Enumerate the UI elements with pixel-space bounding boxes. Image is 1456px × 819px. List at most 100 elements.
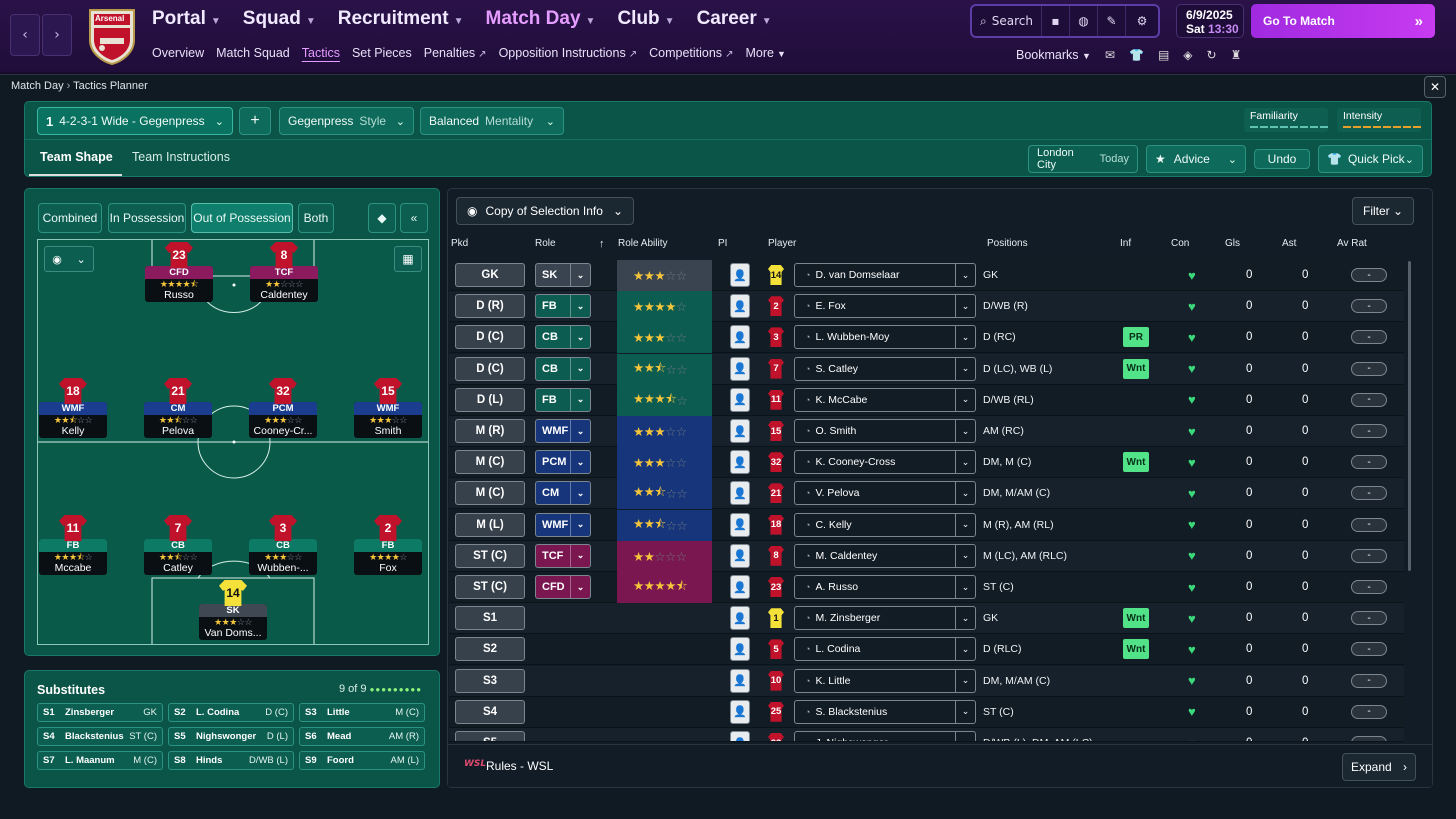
pkd-slot[interactable]: D (R) (455, 294, 525, 319)
col-role-ability[interactable]: Role Ability (618, 238, 668, 249)
player-instructions-icon[interactable]: 👤 (730, 325, 750, 350)
view-combined-button[interactable]: Combined (38, 203, 102, 233)
nav-career[interactable]: Career ▼ (696, 8, 772, 29)
subnav-match-squad[interactable]: Match Squad (216, 46, 290, 60)
player-instructions-icon[interactable]: 👤 (730, 263, 750, 287)
substitute-s6[interactable]: S6 Mead AM (R) (299, 727, 425, 746)
tab-team-instructions[interactable]: Team Instructions (132, 150, 230, 164)
pkd-slot[interactable]: S2 (455, 637, 525, 662)
player-instructions-icon[interactable]: 👤 (730, 699, 750, 724)
table-row[interactable]: S5 👤 33 ◔J. Nighswonger⌄ D/WB (L), DM, AM (L… (449, 728, 1404, 742)
copy-selection-dropdown[interactable]: ◉ Copy of Selection Info ⌄ (456, 197, 634, 225)
role-dropdown[interactable]: FB ⌄ (535, 387, 591, 412)
col-role[interactable]: Role (535, 238, 556, 249)
player-instructions-icon[interactable]: 👤 (730, 512, 750, 537)
player-dropdown[interactable]: ◔ E. Fox ⌄ (794, 294, 976, 319)
search-button[interactable]: ⌕ Search (972, 6, 1042, 36)
notebook-icon[interactable]: ▪ (1042, 6, 1070, 36)
subnav-tactics[interactable]: Tactics (301, 46, 340, 60)
visibility-toggle[interactable]: ◉ ⌄ (44, 246, 94, 272)
player-instructions-icon[interactable]: 👤 (730, 606, 750, 631)
style-dropdown[interactable]: Gegenpress Style ⌄ (279, 107, 414, 135)
table-row[interactable]: S3 👤 10 ◔ K. Little ⌄ DM, M/AM (C) ♥ 0 0 - (449, 665, 1404, 697)
table-row[interactable]: D (L) FB ⌄ ★★★⯪ ☆ 👤 11 ◔ K. McCabe ⌄ D/WB (RL) ♥ 0 0 - (449, 384, 1404, 416)
player-instructions-icon[interactable]: 👤 (730, 575, 750, 599)
player-dropdown[interactable]: ◔ L. Codina ⌄ (794, 637, 976, 662)
pitch-player-11[interactable]: 11 FB ★★★⯪☆ Mccabe (38, 515, 108, 575)
quick-pick-button[interactable]: 👕 Quick Pick ⌄ (1318, 145, 1423, 173)
player-dropdown[interactable]: ◔ O. Smith ⌄ (794, 419, 976, 443)
player-dropdown[interactable]: ◔ M. Caldentey ⌄ (794, 543, 976, 568)
pkd-slot[interactable]: S4 (455, 699, 525, 724)
player-instructions-icon[interactable]: 👤 (730, 731, 750, 741)
role-dropdown[interactable]: TCF ⌄ (535, 543, 591, 568)
add-tactic-button[interactable]: + (239, 107, 271, 135)
table-row[interactable]: M (C) PCM ⌄ ★★★ ☆☆ 👤 32 ◔ K. Cooney-Cross ⌄ DM, M … (449, 447, 1404, 479)
pkd-slot[interactable]: D (L) (455, 387, 525, 412)
col-positions[interactable]: Positions (987, 238, 1028, 249)
player-dropdown[interactable]: ◔ S. Blackstenius ⌄ (794, 699, 976, 724)
player-dropdown[interactable]: ◔ K. McCabe ⌄ (794, 387, 976, 412)
date-box[interactable]: 6/9/2025 Sat 13:30 (1176, 4, 1244, 38)
globe-icon[interactable]: ◍ (1070, 6, 1098, 36)
table-row[interactable]: D (C) CB ⌄ ★★★ ☆☆ 👤 3 ◔ L. Wubben-Moy ⌄ D (RC) PR ♥ 0… (449, 322, 1404, 354)
nav-club[interactable]: Club ▼ (617, 8, 675, 29)
subnav-set-pieces[interactable]: Set Pieces (351, 46, 412, 60)
diamond-icon[interactable]: ◆ (368, 203, 396, 233)
subnav-opposition-instructions[interactable]: Opposition Instructions ↗ (498, 46, 638, 60)
col-inf[interactable]: Inf (1120, 238, 1132, 249)
pkd-slot[interactable]: D (C) (455, 325, 525, 350)
pkd-slot[interactable]: M (C) (455, 481, 525, 506)
pkd-slot[interactable]: M (L) (455, 512, 525, 537)
table-row[interactable]: M (C) CM ⌄ ★★⯪ ☆☆ 👤 21 ◔ V. Pelova ⌄ DM, M/AM (C) ♥… (449, 478, 1404, 510)
scout-icon[interactable]: ◈ (1183, 48, 1193, 62)
player-dropdown[interactable]: ◔ C. Kelly ⌄ (794, 512, 976, 537)
double-chevron-left-icon[interactable]: « (400, 203, 428, 233)
player-dropdown[interactable]: ◔J. Nighswonger⌄ (794, 731, 976, 741)
player-dropdown[interactable]: ◔ K. Little ⌄ (794, 668, 976, 693)
col-ast[interactable]: Ast (1282, 238, 1297, 249)
player-dropdown[interactable]: ◔ L. Wubben-Moy ⌄ (794, 325, 976, 350)
player-dropdown[interactable]: ◔ M. Zinsberger ⌄ (794, 606, 976, 631)
pitch-player-23[interactable]: 23 CFD ★★★★⯪ Russo (144, 242, 214, 302)
substitute-s7[interactable]: S7 L. Maanum M (C) (37, 751, 163, 770)
subnav-competitions[interactable]: Competitions ↗ (649, 46, 734, 60)
familiarity-meter[interactable]: Familiarity (1244, 108, 1328, 132)
back-button[interactable]: ‹ (10, 14, 40, 56)
player-instructions-icon[interactable]: 👤 (730, 419, 750, 443)
player-instructions-icon[interactable]: 👤 (730, 668, 750, 693)
pkd-slot[interactable]: M (C) (455, 450, 525, 475)
player-instructions-icon[interactable]: 👤 (730, 294, 750, 319)
subnav-overview[interactable]: Overview (152, 46, 205, 60)
subnav-penalties[interactable]: Penalties ↗ (423, 46, 487, 60)
col-player[interactable]: Player (768, 238, 797, 249)
substitute-s4[interactable]: S4 Blackstenius ST (C) (37, 727, 163, 746)
forward-button[interactable]: › (42, 14, 72, 56)
player-instructions-icon[interactable]: 👤 (730, 450, 750, 475)
gear-icon[interactable]: ⚙ (1136, 14, 1148, 28)
nav-squad[interactable]: Squad ▼ (242, 8, 316, 29)
nav-match-day[interactable]: Match Day ▼ (485, 8, 596, 29)
role-dropdown[interactable]: WMF ⌄ (535, 512, 591, 537)
col-av-rat[interactable]: Av Rat (1337, 238, 1367, 249)
pkd-slot[interactable]: D (C) (455, 356, 525, 381)
pitch-player-14[interactable]: 14 SK ★★★☆☆ Van Doms... (198, 580, 268, 640)
table-row[interactable]: ST (C) CFD ⌄ ★★★★⯪ 👤 23 ◔ A. Russo ⌄ ST (C) ♥ 0 0 - (449, 572, 1404, 603)
pkd-slot[interactable]: ST (C) (455, 575, 525, 599)
role-dropdown[interactable]: WMF ⌄ (535, 419, 591, 443)
grid-icon[interactable]: ▦ (394, 246, 422, 272)
player-dropdown[interactable]: ◔ D. van Domselaar ⌄ (794, 263, 976, 287)
table-row[interactable]: M (L) WMF ⌄ ★★⯪ ☆☆ 👤 18 ◔ C. Kelly ⌄ M (R), AM (RL… (449, 509, 1404, 541)
table-row[interactable]: ST (C) TCF ⌄ ★★ ☆☆☆ 👤 8 ◔ M. Caldentey ⌄ M (LC), A… (449, 540, 1404, 572)
intensity-meter[interactable]: Intensity (1337, 108, 1421, 132)
col-gls[interactable]: Gls (1225, 238, 1240, 249)
pitch-player-32[interactable]: 32 PCM ★★★☆☆ Cooney-Cr... (248, 378, 318, 438)
subnav-more[interactable]: More ▼ (745, 46, 786, 60)
substitute-s5[interactable]: S5 Nighswonger D (L) (168, 727, 294, 746)
table-row[interactable]: M (R) WMF ⌄ ★★★ ☆☆ 👤 15 ◔ O. Smith ⌄ AM (RC) ♥ 0 0 - (449, 416, 1404, 447)
pkd-slot[interactable]: S1 (455, 606, 525, 631)
table-row[interactable]: D (R) FB ⌄ ★★★★ ☆ 👤 2 ◔ E. Fox ⌄ D/WB (R) ♥ 0 0 - (449, 291, 1404, 323)
tab-team-shape[interactable]: Team Shape (29, 142, 122, 176)
role-dropdown[interactable]: FB ⌄ (535, 294, 591, 319)
substitute-s1[interactable]: S1 Zinsberger GK (37, 703, 163, 722)
